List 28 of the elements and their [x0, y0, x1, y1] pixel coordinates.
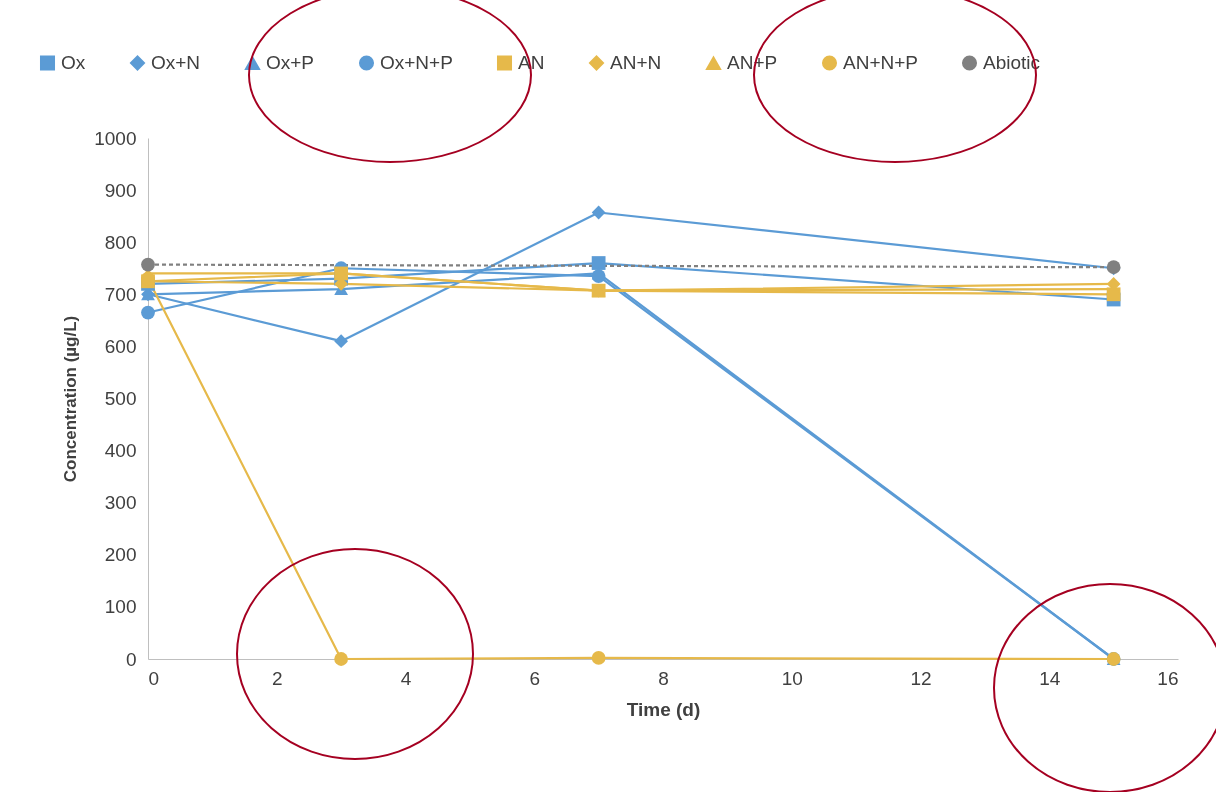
legend-label: AN+N+P: [843, 51, 918, 73]
y-tick-label: 900: [104, 179, 137, 201]
legend-label: Ox: [61, 51, 86, 73]
y-axis-title: Concentration (µg/L): [61, 315, 81, 483]
x-tick-label: 16: [1157, 667, 1179, 689]
x-tick-label: 10: [781, 667, 803, 689]
y-tick-label: 700: [104, 283, 137, 305]
y-tick-label: 500: [104, 388, 137, 409]
y-tick-label: 200: [104, 544, 137, 566]
x-tick-label: 12: [910, 667, 932, 689]
legend-label: Ox+N+P: [380, 51, 453, 73]
x-tick-label: 6: [529, 667, 541, 689]
y-tick-label: 100: [104, 596, 137, 618]
legend-label: Ox+P: [266, 52, 315, 74]
x-axis-title: Time (d): [626, 698, 701, 720]
x-tick-label: 4: [400, 667, 412, 689]
x-tick-label: 2: [271, 667, 283, 689]
y-tick-label: 0: [125, 648, 137, 670]
x-tick-label: 8: [658, 667, 669, 689]
y-tick-label: 300: [104, 492, 137, 514]
x-tick-label: 14: [1039, 667, 1061, 689]
legend-label: Ox+N: [151, 51, 201, 73]
y-tick-label: 600: [104, 335, 137, 357]
y-tick-label: 400: [104, 440, 137, 462]
legend-label: AN+N: [610, 51, 662, 73]
y-tick-label: 1000: [94, 127, 137, 149]
x-tick-label: 0: [148, 667, 160, 689]
y-tick-label: 800: [104, 231, 137, 253]
